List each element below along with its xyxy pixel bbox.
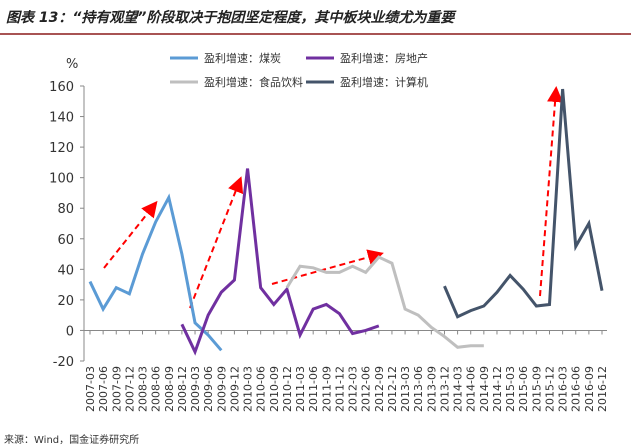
x-tick-label: 2013-09 — [425, 366, 438, 412]
x-tick-label: 2012-09 — [373, 366, 386, 412]
x-tick-label: 2012-03 — [347, 366, 360, 412]
annotation-arrows — [103, 86, 564, 309]
legend-label: 盈利增速：房地产 — [340, 51, 428, 65]
x-tick-label: 2008-09 — [163, 366, 176, 412]
x-tick-label: 2009-03 — [189, 366, 202, 412]
x-tick-label: 2012-06 — [360, 366, 373, 412]
y-tick-label: 60 — [57, 233, 74, 248]
x-tick-label: 2014-09 — [478, 366, 491, 412]
x-tick-label: 2007-03 — [84, 366, 97, 412]
x-tick-label: 2010-03 — [242, 366, 255, 412]
x-tick-label: 2013-12 — [438, 366, 451, 412]
x-tick-label: 2009-12 — [228, 366, 241, 412]
x-tick-label: 2009-06 — [202, 366, 215, 412]
series-line — [285, 255, 484, 349]
y-tick-label: 40 — [57, 263, 74, 278]
x-tick-label: 2012-12 — [386, 366, 399, 412]
x-tick-label: 2015-09 — [530, 366, 543, 412]
x-tick-label: 2009-09 — [215, 366, 228, 412]
y-tick-label: 160 — [49, 80, 74, 95]
x-tick-label: 2011-09 — [320, 366, 333, 412]
x-tick-label: 2016-06 — [570, 366, 583, 412]
y-tick-label: 20 — [57, 294, 74, 309]
x-tick-label: 2011-03 — [294, 366, 307, 412]
y-tick-label: 140 — [49, 111, 74, 126]
x-tick-label: 2016-12 — [596, 366, 609, 412]
y-tick-label: 120 — [49, 141, 74, 156]
x-tick-label: 2014-03 — [452, 366, 465, 412]
y-tick-label: 80 — [57, 202, 74, 217]
x-tick-label: 2015-12 — [543, 366, 556, 412]
x-tick-label: 2015-06 — [517, 366, 530, 412]
y-tick-label: -20 — [53, 355, 74, 370]
chart-title: 图表 13：“持有观望”阶段取决于抱团坚定程度，其中板块业绩尤为重要 — [6, 9, 457, 26]
x-tick-label: 2011-12 — [333, 366, 346, 412]
x-tick-label: 2008-12 — [176, 366, 189, 412]
x-tick-label: 2010-09 — [268, 366, 281, 412]
series-line — [88, 193, 223, 352]
series-line — [180, 168, 380, 356]
x-tick-label: 2016-03 — [557, 366, 570, 412]
x-tick-label: 2014-12 — [491, 366, 504, 412]
x-tick-label: 2014-06 — [465, 366, 478, 412]
legend-label: 盈利增速：计算机 — [340, 75, 428, 89]
x-tick-label: 2016-09 — [583, 366, 596, 412]
x-tick-label: 2011-06 — [307, 366, 320, 412]
x-tick-label: 2015-03 — [504, 366, 517, 412]
x-tick-label: 2010-12 — [281, 366, 294, 412]
y-tick-label: 0 — [66, 324, 74, 339]
legend-label: 盈利增速：煤炭 — [204, 51, 281, 65]
x-tick-label: 2008-06 — [150, 366, 163, 412]
x-tick-label: 2007-06 — [97, 366, 110, 412]
x-tick-label: 2007-09 — [110, 366, 123, 412]
y-axis-label: % — [66, 57, 78, 72]
x-tick-label: 2013-03 — [399, 366, 412, 412]
series-line — [443, 88, 604, 319]
x-tick-label: 2013-06 — [412, 366, 425, 412]
x-tick-label: 2010-06 — [255, 366, 268, 412]
source: 来源：Wind，国金证券研究所 — [4, 433, 139, 446]
y-tick-label: 100 — [49, 172, 74, 187]
legend-label: 盈利增速：食品饮料 — [204, 75, 303, 89]
x-tick-label: 2007-12 — [123, 366, 136, 412]
x-tick-label: 2008-03 — [137, 366, 150, 412]
